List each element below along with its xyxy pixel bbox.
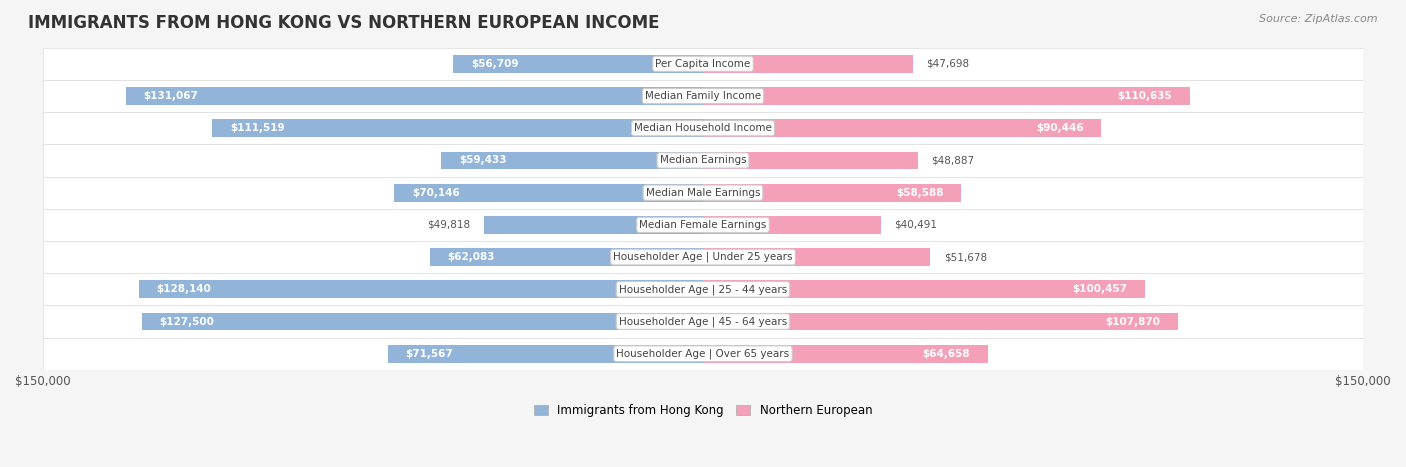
Text: Householder Age | 25 - 44 years: Householder Age | 25 - 44 years [619, 284, 787, 295]
Text: Householder Age | Under 25 years: Householder Age | Under 25 years [613, 252, 793, 262]
FancyBboxPatch shape [42, 112, 1364, 144]
FancyBboxPatch shape [42, 209, 1364, 241]
Text: $131,067: $131,067 [143, 91, 198, 101]
FancyBboxPatch shape [42, 273, 1364, 305]
FancyBboxPatch shape [703, 345, 987, 362]
FancyBboxPatch shape [212, 120, 703, 137]
FancyBboxPatch shape [394, 184, 703, 201]
Text: Median Earnings: Median Earnings [659, 156, 747, 165]
Text: Median Family Income: Median Family Income [645, 91, 761, 101]
Legend: Immigrants from Hong Kong, Northern European: Immigrants from Hong Kong, Northern Euro… [529, 399, 877, 422]
Text: $40,491: $40,491 [894, 220, 938, 230]
Text: Median Household Income: Median Household Income [634, 123, 772, 133]
FancyBboxPatch shape [42, 80, 1364, 112]
FancyBboxPatch shape [703, 281, 1144, 298]
FancyBboxPatch shape [703, 248, 931, 266]
Text: $64,658: $64,658 [922, 349, 970, 359]
Text: $47,698: $47,698 [927, 59, 969, 69]
Text: Householder Age | 45 - 64 years: Householder Age | 45 - 64 years [619, 316, 787, 327]
FancyBboxPatch shape [703, 55, 912, 73]
FancyBboxPatch shape [42, 338, 1364, 370]
FancyBboxPatch shape [703, 184, 960, 201]
FancyBboxPatch shape [42, 305, 1364, 338]
FancyBboxPatch shape [484, 216, 703, 234]
FancyBboxPatch shape [430, 248, 703, 266]
FancyBboxPatch shape [142, 312, 703, 330]
Text: $56,709: $56,709 [471, 59, 519, 69]
FancyBboxPatch shape [703, 216, 882, 234]
FancyBboxPatch shape [42, 144, 1364, 177]
Text: $59,433: $59,433 [458, 156, 506, 165]
Text: $110,635: $110,635 [1118, 91, 1173, 101]
FancyBboxPatch shape [139, 281, 703, 298]
Text: $100,457: $100,457 [1073, 284, 1128, 294]
Text: Householder Age | Over 65 years: Householder Age | Over 65 years [616, 348, 790, 359]
Text: $49,818: $49,818 [427, 220, 471, 230]
Text: Median Female Earnings: Median Female Earnings [640, 220, 766, 230]
Text: $111,519: $111,519 [229, 123, 284, 133]
Text: $128,140: $128,140 [156, 284, 211, 294]
Text: $62,083: $62,083 [447, 252, 495, 262]
FancyBboxPatch shape [453, 55, 703, 73]
Text: $48,887: $48,887 [931, 156, 974, 165]
FancyBboxPatch shape [42, 48, 1364, 80]
FancyBboxPatch shape [441, 152, 703, 170]
FancyBboxPatch shape [703, 312, 1178, 330]
Text: $70,146: $70,146 [412, 188, 460, 198]
Text: $90,446: $90,446 [1036, 123, 1084, 133]
Text: $51,678: $51,678 [943, 252, 987, 262]
Text: $127,500: $127,500 [159, 317, 214, 326]
FancyBboxPatch shape [127, 87, 703, 105]
FancyBboxPatch shape [703, 120, 1101, 137]
Text: IMMIGRANTS FROM HONG KONG VS NORTHERN EUROPEAN INCOME: IMMIGRANTS FROM HONG KONG VS NORTHERN EU… [28, 14, 659, 32]
Text: $107,870: $107,870 [1105, 317, 1160, 326]
FancyBboxPatch shape [703, 152, 918, 170]
Text: Median Male Earnings: Median Male Earnings [645, 188, 761, 198]
FancyBboxPatch shape [42, 241, 1364, 273]
FancyBboxPatch shape [42, 177, 1364, 209]
Text: $71,567: $71,567 [405, 349, 453, 359]
FancyBboxPatch shape [703, 87, 1189, 105]
FancyBboxPatch shape [388, 345, 703, 362]
Text: Per Capita Income: Per Capita Income [655, 59, 751, 69]
Text: Source: ZipAtlas.com: Source: ZipAtlas.com [1260, 14, 1378, 24]
Text: $58,588: $58,588 [896, 188, 943, 198]
